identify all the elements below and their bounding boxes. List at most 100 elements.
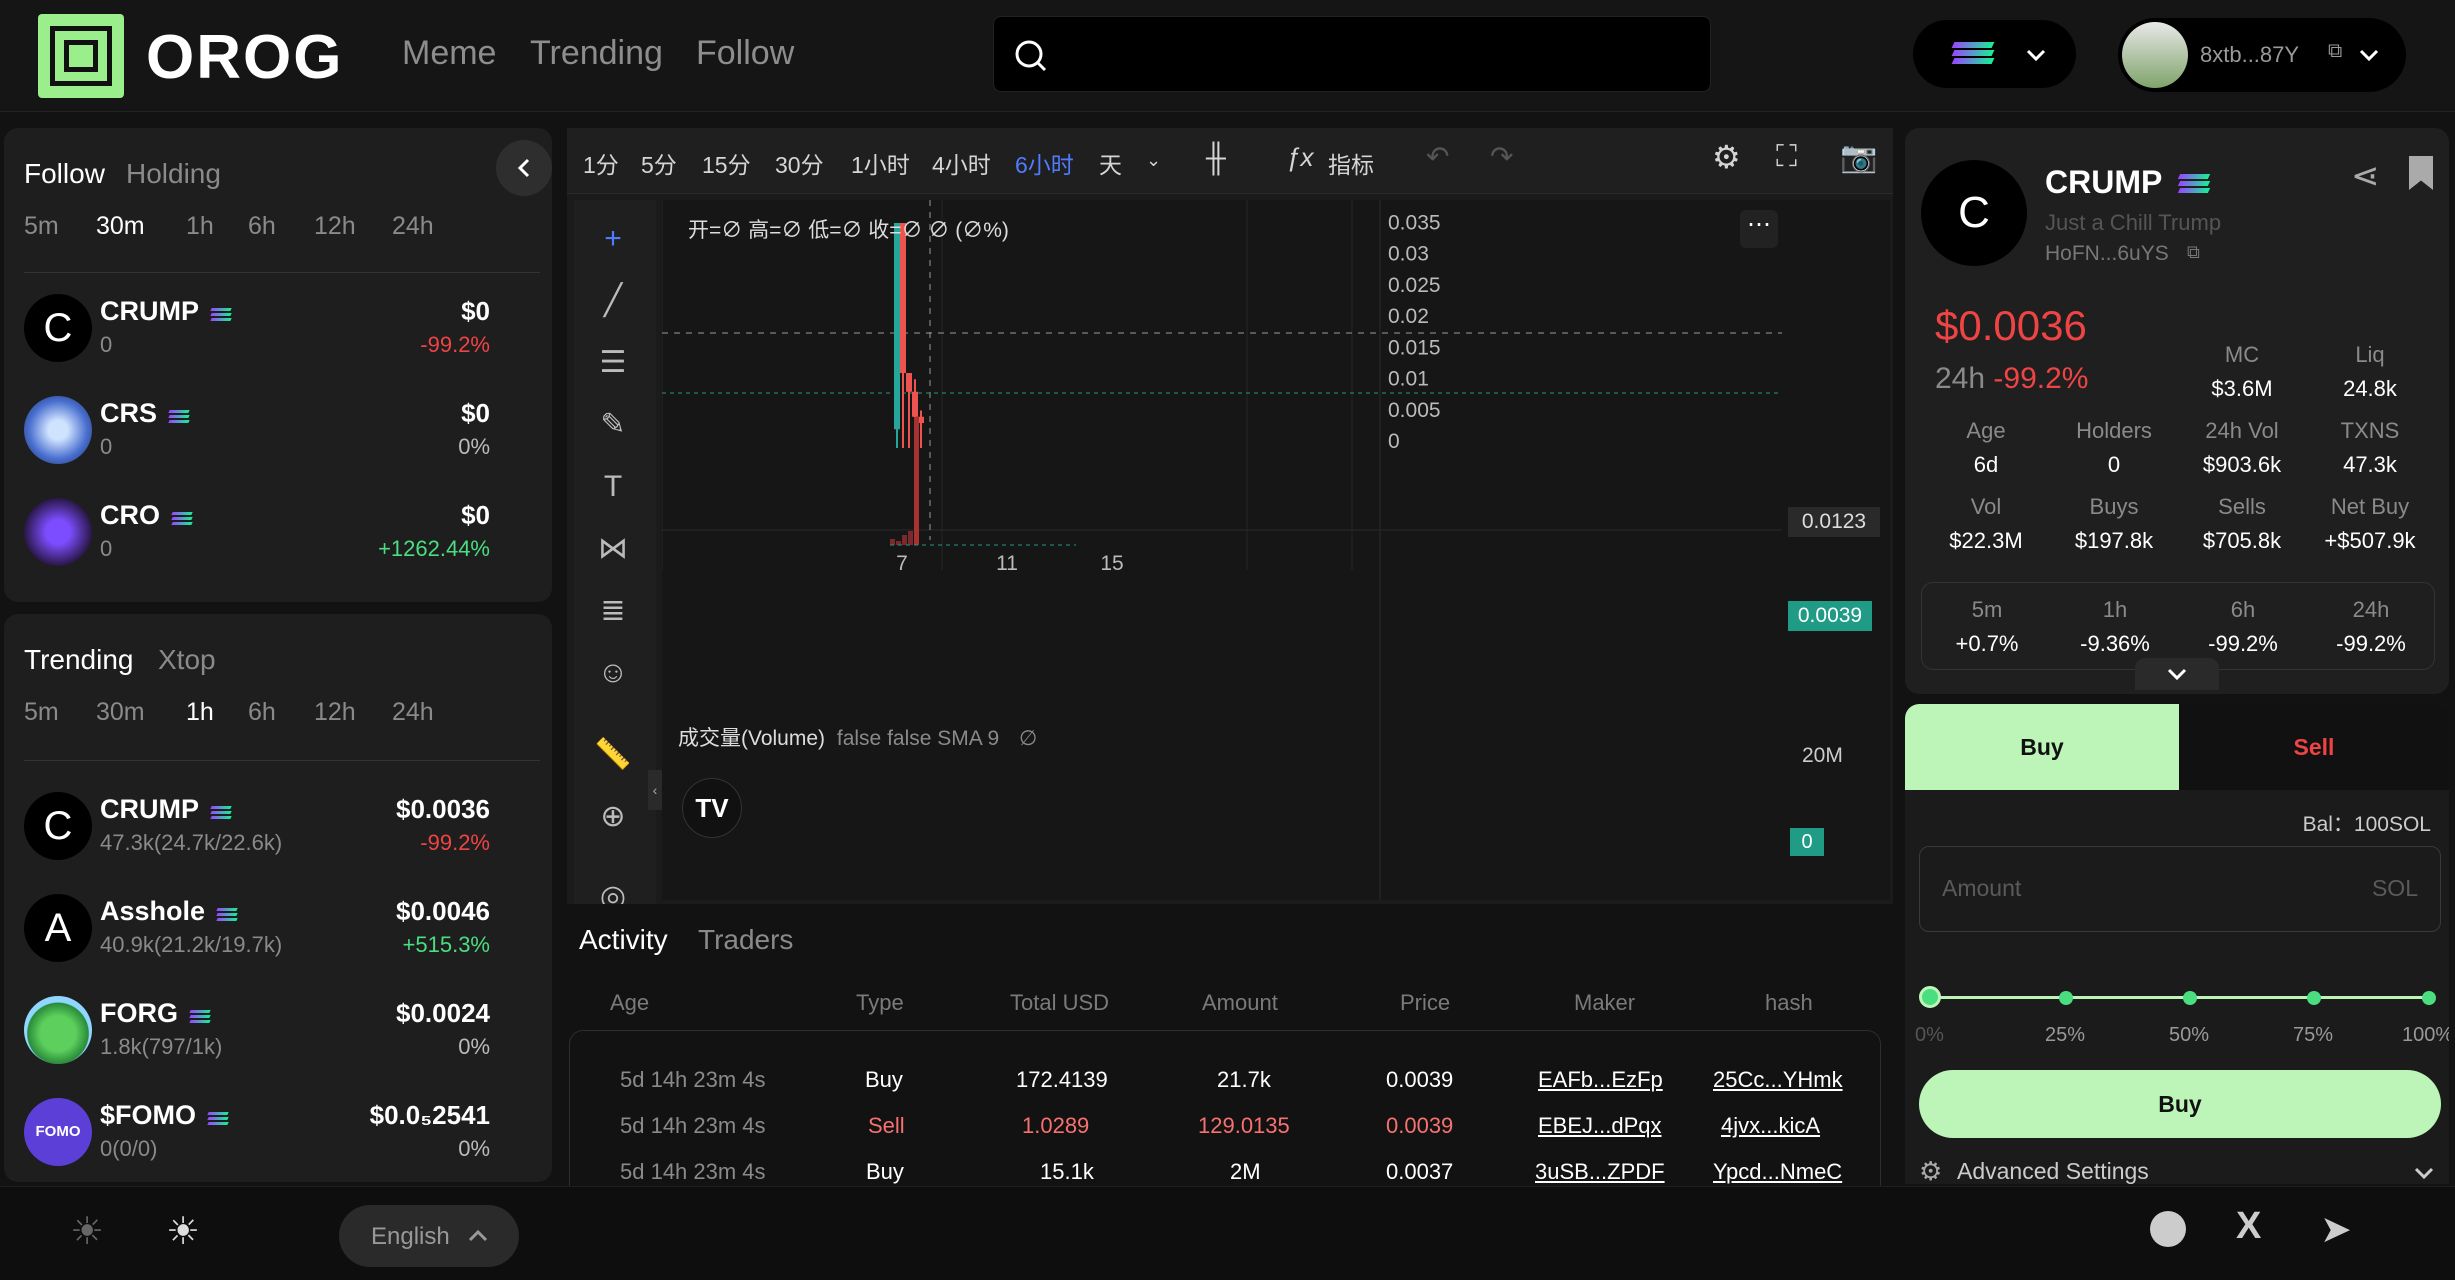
cell-hash[interactable]: Ypcd...NmeC xyxy=(1713,1159,1843,1184)
tab-xtop[interactable]: Xtop xyxy=(158,644,216,675)
slider-mark[interactable] xyxy=(2422,991,2436,1005)
cell-hash[interactable]: 4jvx...kicA xyxy=(1721,1113,1821,1138)
copy-icon[interactable]: ⧉ xyxy=(2187,242,2200,262)
chain-selector[interactable] xyxy=(1913,20,2076,88)
interval-4h[interactable]: 4小时 xyxy=(932,152,991,178)
telegram-icon[interactable]: ➤ xyxy=(2320,1209,2352,1251)
zoom-in-icon[interactable]: ⊕ xyxy=(600,800,626,833)
more-icon[interactable]: ⋯ xyxy=(1740,210,1778,248)
gear-icon[interactable]: ⚙ xyxy=(1712,139,1741,175)
list-item[interactable]: FORG 1.8k(797/1k) $0.0024 0% xyxy=(4,992,524,1092)
fullscreen-icon[interactable]: ⛶ xyxy=(1776,140,1797,173)
search-input[interactable] xyxy=(993,16,1711,92)
language-selector[interactable]: English xyxy=(339,1205,519,1267)
x-icon[interactable]: X xyxy=(2236,1205,2262,1247)
list-item[interactable]: CRO 0 $0 +1262.44% xyxy=(4,494,524,594)
tab-activity[interactable]: Activity xyxy=(579,924,668,955)
ruler-icon[interactable]: 📏 xyxy=(594,738,632,771)
camera-icon[interactable]: 📷 xyxy=(1840,141,1878,174)
interval-5m[interactable]: 5分 xyxy=(641,152,677,178)
interval-1m[interactable]: 1分 xyxy=(583,152,619,178)
bookmark-icon[interactable] xyxy=(2409,156,2433,190)
horizontal-lines-icon[interactable]: ☰ xyxy=(599,346,627,379)
cell-maker[interactable]: EBEJ...dPqx xyxy=(1538,1113,1662,1138)
slider-mark[interactable] xyxy=(2183,991,2197,1005)
sunset-icon[interactable]: ☀ xyxy=(166,1211,201,1253)
amount-slider-thumb[interactable] xyxy=(1919,986,1941,1008)
list-item[interactable]: CRS 0 $0 0% xyxy=(4,392,524,492)
table-row[interactable]: 5d 14h 23m 4s Sell 1.0289 129.0135 0.003… xyxy=(570,1113,1880,1153)
advanced-settings[interactable]: Advanced Settings xyxy=(1957,1158,2149,1184)
toggle-toolbar-button[interactable]: ‹ xyxy=(648,770,662,810)
chevron-down-icon[interactable] xyxy=(2358,44,2380,66)
wallet-button[interactable]: 8xtb...87Y ⧉ xyxy=(2118,18,2406,92)
nav-follow[interactable]: Follow xyxy=(696,34,795,72)
price-chart[interactable]: 0.04 0.035 0.03 0.025 0.02 0.015 0.01 0.005 0 7 1… xyxy=(662,200,1890,900)
time-30m[interactable]: 30m xyxy=(96,698,145,726)
redo-icon[interactable]: ↷ xyxy=(1490,141,1514,172)
interval-30m[interactable]: 30分 xyxy=(775,152,824,178)
chevron-down-icon[interactable] xyxy=(2413,1164,2435,1182)
buy-button[interactable]: Buy xyxy=(1919,1070,2441,1138)
indicator-button[interactable]: 指标 xyxy=(1328,152,1374,178)
collapse-button[interactable] xyxy=(496,140,552,196)
logo-icon[interactable] xyxy=(38,14,124,98)
prediction-icon[interactable]: ≣ xyxy=(600,594,626,627)
nav-trending[interactable]: Trending xyxy=(530,34,663,72)
logo-text[interactable]: OROG xyxy=(146,23,344,92)
list-item[interactable]: C CRUMP 47.3k(24.7k/22.6k) $0.0036 -99.2… xyxy=(4,788,524,888)
tab-trending[interactable]: Trending xyxy=(24,644,134,675)
github-icon[interactable] xyxy=(2150,1211,2186,1247)
interval-6h[interactable]: 6小时 xyxy=(1015,152,1074,178)
share-icon[interactable]: ⋖ xyxy=(2351,157,2380,195)
brush-icon[interactable]: ✎ xyxy=(600,408,626,441)
tab-buy[interactable]: Buy xyxy=(1905,704,2179,790)
table-row[interactable]: 5d 14h 23m 4s Buy 15.1k 2M 0.0037 3uSB..… xyxy=(570,1159,1880,1190)
amount-field[interactable]: Amount SOL xyxy=(1919,846,2441,932)
time-6h[interactable]: 6h xyxy=(248,212,276,240)
time-1h[interactable]: 1h xyxy=(186,212,214,240)
time-12h[interactable]: 12h xyxy=(314,698,356,726)
slider-mark[interactable] xyxy=(2307,991,2321,1005)
function-icon[interactable]: ƒx xyxy=(1286,142,1314,172)
magnet-icon[interactable]: ◎ xyxy=(599,880,627,904)
time-6h[interactable]: 6h xyxy=(248,698,276,726)
tab-holding[interactable]: Holding xyxy=(126,158,221,189)
interval-1d[interactable]: 天 xyxy=(1099,152,1122,178)
cell-maker[interactable]: EAFb...EzFp xyxy=(1538,1067,1663,1092)
crosshair-icon[interactable]: + xyxy=(604,222,622,255)
time-5m[interactable]: 5m xyxy=(24,698,59,726)
nav-meme[interactable]: Meme xyxy=(402,34,497,72)
list-item[interactable]: C CRUMP 0 $0 -99.2% xyxy=(4,290,524,390)
list-item[interactable]: A Asshole 40.9k(21.2k/19.7k) $0.0046 +51… xyxy=(4,890,524,990)
table-row[interactable]: 5d 14h 23m 4s Buy 172.4139 21.7k 0.0039 … xyxy=(570,1067,1880,1107)
time-5m[interactable]: 5m xyxy=(24,212,59,240)
tab-traders[interactable]: Traders xyxy=(698,924,794,955)
interval-15m[interactable]: 15分 xyxy=(702,152,751,178)
cell-maker[interactable]: 3uSB...ZPDF xyxy=(1535,1159,1665,1184)
tab-sell[interactable]: Sell xyxy=(2179,704,2449,790)
gear-icon[interactable]: ⚙ xyxy=(1919,1156,1943,1184)
emoji-icon[interactable]: ☺ xyxy=(597,656,629,689)
time-12h[interactable]: 12h xyxy=(314,212,356,240)
sunrise-icon[interactable]: ☀ xyxy=(70,1211,105,1253)
tradingview-logo-icon[interactable]: TV xyxy=(682,778,742,838)
trend-line-icon[interactable]: ╱ xyxy=(603,284,623,317)
slider-mark[interactable] xyxy=(2059,991,2073,1005)
time-1h[interactable]: 1h xyxy=(186,698,214,726)
text-icon[interactable]: T xyxy=(603,470,623,503)
cell-hash[interactable]: 25Cc...YHmk xyxy=(1713,1067,1843,1092)
pattern-icon[interactable]: ⋈ xyxy=(598,532,628,565)
time-24h[interactable]: 24h xyxy=(392,212,434,240)
amount-slider-track[interactable] xyxy=(1933,996,2429,999)
expand-button[interactable] xyxy=(2135,658,2219,690)
interval-1h[interactable]: 1小时 xyxy=(851,152,910,178)
tab-follow[interactable]: Follow xyxy=(24,158,105,189)
candle-type-icon[interactable]: ╫ xyxy=(1206,142,1226,173)
chevron-down-icon[interactable]: ⌄ xyxy=(1146,150,1162,170)
copy-icon[interactable]: ⧉ xyxy=(2328,40,2343,62)
list-item[interactable]: FOMO $FOMO 0(0/0) $0.0₅2541 0% xyxy=(4,1094,524,1182)
undo-icon[interactable]: ↶ xyxy=(1426,141,1450,172)
time-24h[interactable]: 24h xyxy=(392,698,434,726)
time-30m[interactable]: 30m xyxy=(96,212,145,240)
